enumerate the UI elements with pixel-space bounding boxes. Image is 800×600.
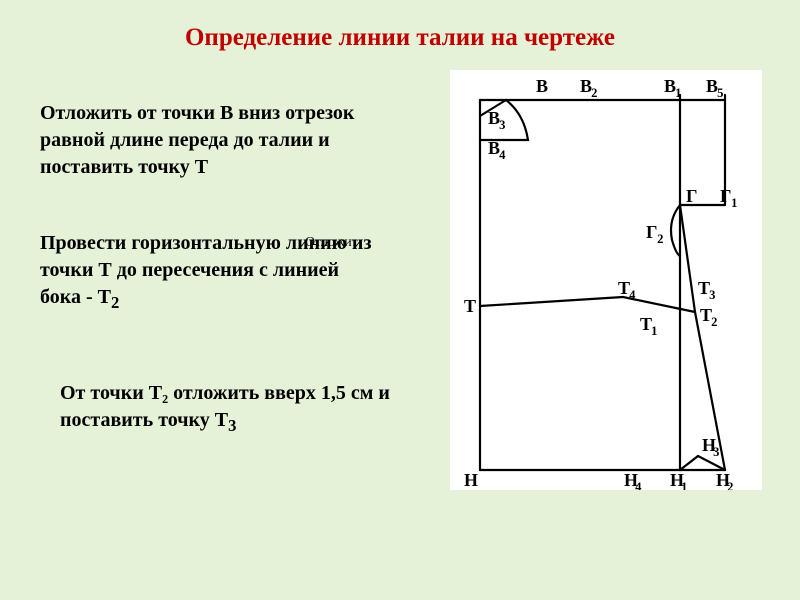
svg-text:1: 1 [651,324,657,338]
paragraph-text: От точки Т₂ отложить вверх 1,5 см и пост… [60,382,390,431]
svg-text:3: 3 [713,445,719,459]
svg-text:Г: Г [686,186,697,206]
subscript: 3 [228,416,236,435]
stray-text-fragment: Отложит [305,235,358,251]
subscript: 2 [111,293,119,312]
pattern-drafting-diagram: ВВ2В1В5В3В4ГГ1Г2ТТ4Т3Т2Т1НН4Н1Н2Н3 [450,70,762,490]
instruction-paragraph-1: Отложить от точки В вниз отрезок равной … [40,100,410,181]
svg-text:3: 3 [709,288,715,302]
page-root: Определение линии талии на чертеже Отлож… [0,0,800,600]
svg-text:4: 4 [499,148,506,162]
svg-text:3: 3 [499,118,505,132]
svg-text:Т: Т [464,296,476,316]
svg-text:1: 1 [681,480,687,490]
svg-text:2: 2 [727,480,733,490]
svg-text:4: 4 [635,480,642,490]
svg-text:1: 1 [675,86,681,100]
svg-text:В: В [536,76,548,96]
svg-text:Н: Н [464,470,478,490]
svg-text:2: 2 [591,86,597,100]
svg-text:2: 2 [711,315,717,329]
svg-text:Г: Г [646,222,657,242]
svg-text:1: 1 [731,196,737,210]
page-title: Определение линии талии на чертеже [0,24,800,52]
svg-text:2: 2 [657,232,663,246]
svg-text:4: 4 [629,288,636,302]
svg-text:Г: Г [720,186,731,206]
paragraph-text: Отложить от точки В вниз отрезок равной … [40,102,354,178]
svg-text:5: 5 [717,86,723,100]
instruction-paragraph-3: От точки Т₂ отложить вверх 1,5 см и пост… [60,380,420,438]
